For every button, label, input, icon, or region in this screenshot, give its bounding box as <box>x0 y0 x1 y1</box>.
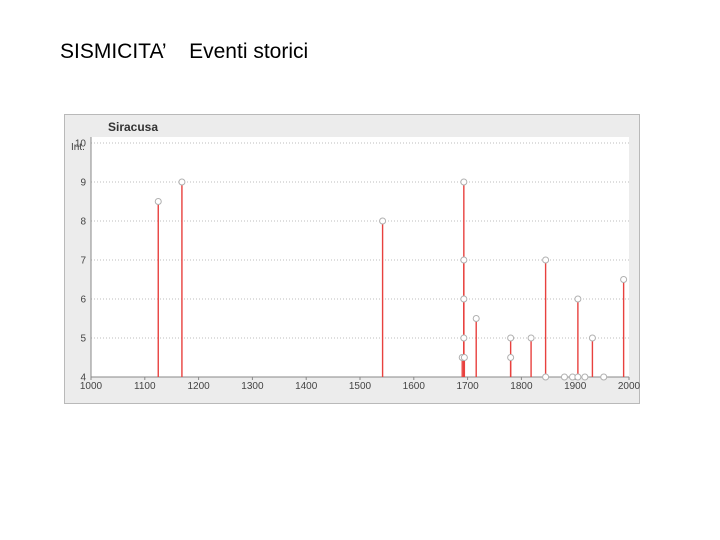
data-point <box>542 373 550 381</box>
y-tick-label: 10 <box>75 139 87 150</box>
data-point <box>560 373 568 381</box>
x-tick-labels: 1000 1100 1200 1300 1400 1500 1600 1700 1800 1900… <box>80 381 641 392</box>
y-tick-label: 9 <box>80 178 86 189</box>
x-tick-label: 1700 <box>456 381 479 392</box>
y-tick-label: 8 <box>80 217 86 228</box>
stems <box>157 182 625 377</box>
data-point <box>542 256 550 264</box>
x-tick-label: 1100 <box>134 381 156 392</box>
y-tick-label: 6 <box>80 295 86 306</box>
stem-chart: 4 5 6 7 8 9 10 1000 1100 1200 1300 1400 1500 1600 170… <box>71 120 641 392</box>
data-point <box>527 334 535 342</box>
data-point <box>588 334 596 342</box>
data-point <box>460 295 468 303</box>
data-point <box>460 334 468 342</box>
y-tick-label: 4 <box>80 373 86 384</box>
x-tick-label: 1000 <box>80 381 103 392</box>
x-tick-label: 1400 <box>295 381 318 392</box>
plot-area <box>91 137 629 377</box>
data-point <box>460 178 468 186</box>
x-tick-label: 1600 <box>403 381 426 392</box>
data-point <box>574 295 582 303</box>
data-point <box>620 276 628 283</box>
data-point <box>154 198 162 205</box>
y-axis-label: Int. <box>71 142 85 153</box>
x-tick-label: 1900 <box>564 381 587 392</box>
data-point <box>472 315 480 322</box>
data-point <box>507 334 515 342</box>
data-point <box>178 178 186 186</box>
markers <box>154 178 628 381</box>
y-tick-label: 5 <box>80 334 86 345</box>
data-point <box>600 373 608 381</box>
chart-panel: 4 5 6 7 8 9 10 1000 1100 1200 1300 1400 1500 1600 170… <box>64 114 641 404</box>
x-tick-label: 1300 <box>241 381 264 392</box>
data-point <box>460 256 468 264</box>
data-point <box>507 354 515 361</box>
y-tick-label: 7 <box>80 256 86 267</box>
x-tick-label: 1800 <box>510 381 533 392</box>
data-point <box>460 354 468 361</box>
data-point <box>574 373 582 381</box>
x-tick-label: 2000 <box>618 381 641 392</box>
slide-title: SISMICITA’ Eventi storici <box>60 40 309 63</box>
x-tick-label: 1200 <box>187 381 210 392</box>
y-tick-labels: 4 5 6 7 8 9 10 <box>75 139 87 384</box>
x-tick-label: 1500 <box>349 381 372 392</box>
data-point <box>581 373 589 381</box>
chart-title: Siracusa <box>108 120 158 134</box>
data-point <box>379 217 387 225</box>
